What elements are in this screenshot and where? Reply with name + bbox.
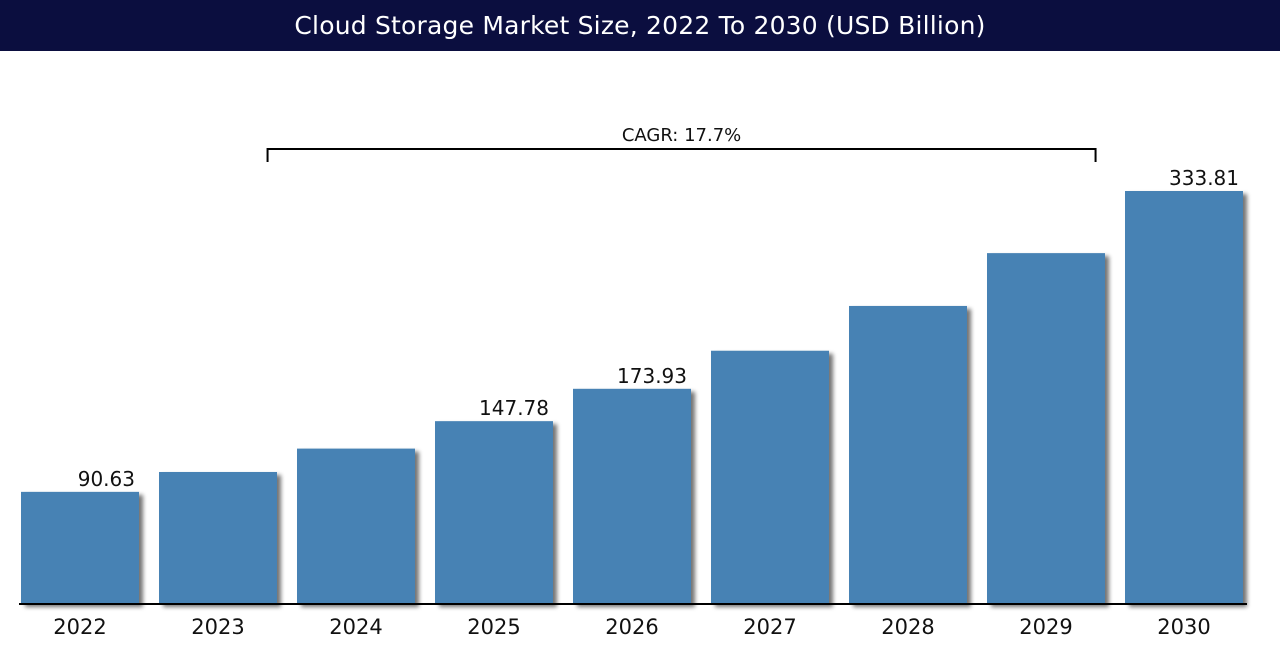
bar-2026: [573, 388, 691, 604]
bar-2030: [1125, 191, 1243, 604]
x-tick-label-2026: 2026: [605, 615, 658, 639]
x-tick-label-2027: 2027: [743, 615, 796, 639]
bar-2028: [849, 305, 967, 604]
bar-chart: 2022 2023 2024 2025 2026 2027 2028 2029 2030 90.…: [19, 125, 1247, 639]
x-tick-labels: 2022 2023 2024 2025 2026 2027 2028 2029 2030: [53, 615, 1210, 639]
x-tick-label-2030: 2030: [1157, 615, 1210, 639]
bar-2024: [297, 448, 415, 604]
bars-group: [21, 191, 1243, 605]
x-tick-label-2029: 2029: [1019, 615, 1072, 639]
data-label-2026: 173.93: [617, 364, 687, 388]
bar-2029: [987, 253, 1105, 605]
bar-2022: [21, 491, 139, 604]
x-tick-label-2028: 2028: [881, 615, 934, 639]
cagr-annotation: CAGR: 17.7%: [266, 125, 1097, 162]
cagr-bracket: [266, 148, 1097, 162]
bar-2025: [435, 421, 553, 604]
bar-2027: [711, 350, 829, 604]
x-tick-label-2023: 2023: [191, 615, 244, 639]
bar-2023: [159, 471, 277, 604]
x-tick-label-2022: 2022: [53, 615, 106, 639]
x-tick-label-2025: 2025: [467, 615, 520, 639]
x-tick-label-2024: 2024: [329, 615, 382, 639]
data-label-2022: 90.63: [78, 467, 135, 491]
data-labels: 90.63 147.78 173.93 333.81: [78, 166, 1239, 491]
cagr-label: CAGR: 17.7%: [622, 125, 741, 146]
chart-title: Cloud Storage Market Size, 2022 To 2030 …: [0, 0, 1280, 51]
data-label-2025: 147.78: [479, 396, 549, 420]
data-label-2030: 333.81: [1169, 166, 1239, 190]
